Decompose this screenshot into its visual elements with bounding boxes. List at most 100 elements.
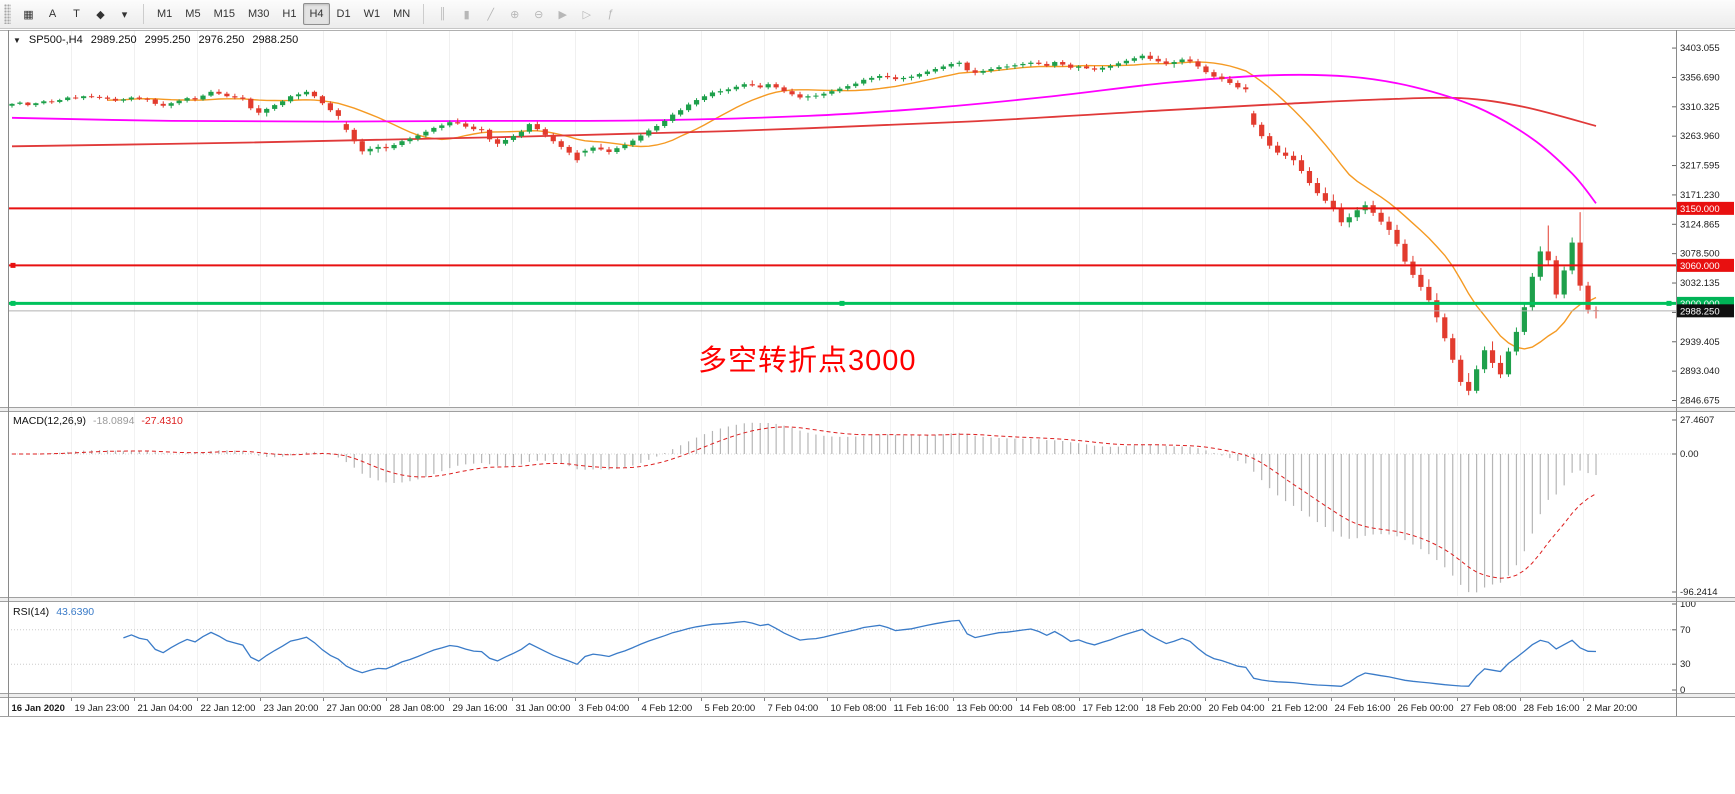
- time-axis-label: 13 Feb 00:00: [957, 703, 1013, 714]
- time-axis-label: 17 Feb 12:00: [1083, 703, 1139, 714]
- main-chart-panel[interactable]: [8, 31, 1676, 406]
- rsi-indicator-label: RSI(14) 43.6390: [13, 606, 94, 618]
- auto-scroll-icon[interactable]: ▶: [551, 3, 574, 25]
- price-axis-label: 3310.325: [1680, 102, 1720, 113]
- price-axis-label: 3263.960: [1680, 131, 1720, 142]
- price-tag: [1677, 201, 1734, 215]
- time-axis-label: 2 Mar 20:00: [1587, 703, 1638, 714]
- rsi-name: RSI(14): [13, 606, 50, 618]
- time-axis-label: 5 Feb 20:00: [705, 703, 756, 714]
- time-axis-label: 4 Feb 12:00: [642, 703, 693, 714]
- rsi-line: [123, 619, 1597, 687]
- timeframe-button-mn[interactable]: MN: [387, 3, 416, 25]
- chart-shift-icon[interactable]: ▷: [575, 3, 598, 25]
- time-axis-label: 27 Feb 08:00: [1461, 703, 1517, 714]
- timeframe-button-m5[interactable]: M5: [179, 3, 206, 25]
- open-value: 2989.250: [90, 34, 137, 46]
- time-axis-label: 29 Jan 16:00: [453, 703, 508, 714]
- zoom-out-icon[interactable]: ⊖: [527, 3, 550, 25]
- time-axis-label: 26 Feb 00:00: [1398, 703, 1454, 714]
- time-axis-label: 31 Jan 00:00: [516, 703, 571, 714]
- toolbar-separator: [143, 4, 144, 24]
- timeframe-group: M1 M5 M15 M30 H1 H4 D1 W1 MN: [151, 3, 416, 25]
- zoom-in-icon[interactable]: ⊕: [503, 3, 526, 25]
- line-handle-right[interactable]: [1666, 300, 1672, 306]
- time-axis-label: 21 Feb 12:00: [1272, 703, 1328, 714]
- macd-signal-value: -27.4310: [141, 415, 183, 427]
- price-axis-label: 3217.595: [1680, 161, 1720, 172]
- high-value: 2995.250: [144, 34, 191, 46]
- time-axis-label: 14 Feb 08:00: [1020, 703, 1076, 714]
- time-axis-label: 16 Jan 2020: [12, 703, 65, 714]
- templates-icon[interactable]: ▦: [17, 3, 40, 25]
- ma-mid-line: [11, 73, 1597, 204]
- rsi-panel[interactable]: [8, 602, 1676, 692]
- macd-panel[interactable]: [8, 412, 1676, 596]
- timeframe-button-m15[interactable]: M15: [208, 3, 241, 25]
- chart-annotation[interactable]: 多空转折点3000: [698, 345, 917, 377]
- time-axis-label: 24 Feb 16:00: [1335, 703, 1391, 714]
- collapse-icon[interactable]: ▼: [13, 35, 21, 45]
- timeframe-button-m30[interactable]: M30: [242, 3, 275, 25]
- indicators-icon[interactable]: ƒ: [599, 3, 622, 25]
- line-handle-left[interactable]: [10, 262, 16, 268]
- time-axis-label: 7 Feb 04:00: [768, 703, 819, 714]
- price-tag: [1677, 258, 1734, 272]
- main-toolbar: ▦ A T ◆ ▾ M1 M5 M15 M30 H1 H4 D1 W1 MN ║ ▮ ╱ ⊕ ⊖ ▶ ▷ ƒ: [0, 0, 1735, 29]
- price-axis-label: 3356.690: [1680, 72, 1720, 83]
- time-axis-label: 28 Feb 16:00: [1524, 703, 1580, 714]
- low-value: 2976.250: [198, 34, 245, 46]
- rsi-axis-label: 0: [1680, 685, 1685, 696]
- macd-axis-label: 27.4607: [1680, 415, 1714, 426]
- candlesticks: [9, 51, 1599, 396]
- text-icon[interactable]: T: [65, 3, 88, 25]
- timeframe-button-h4[interactable]: H4: [303, 3, 330, 25]
- time-axis-label: 10 Feb 08:00: [831, 703, 887, 714]
- time-axis-label: 3 Feb 04:00: [579, 703, 630, 714]
- timeframe-button-w1[interactable]: W1: [358, 3, 387, 25]
- time-axis-label: 27 Jan 00:00: [327, 703, 382, 714]
- timeframe-button-m1[interactable]: M1: [151, 3, 178, 25]
- price-tag-label: 3150.000: [1680, 204, 1720, 215]
- chart-ohlc-header: ▼ SP500-,H4 2989.250 2995.250 2976.250 2…: [13, 34, 298, 46]
- rsi-axis-label: 100: [1680, 599, 1696, 610]
- candlestick-chart-icon[interactable]: ▮: [455, 3, 478, 25]
- time-axis-label: 18 Feb 20:00: [1146, 703, 1202, 714]
- price-axis-label: 3124.865: [1680, 219, 1720, 230]
- chart-tools-group: ║ ▮ ╱ ⊕ ⊖ ▶ ▷ ƒ: [431, 3, 622, 25]
- macd-signal-line: [12, 426, 1597, 579]
- price-axis-label: 3078.500: [1680, 249, 1720, 260]
- rsi-axis-label: 30: [1680, 659, 1691, 670]
- price-axis[interactable]: 3403.055 3356.690 3310.325 3263.960 3217.595…: [1672, 43, 1734, 696]
- rsi-value: 43.6390: [56, 606, 95, 618]
- price-axis-label: 3171.230: [1680, 190, 1720, 201]
- macd-histogram: [19, 422, 1597, 593]
- macd-main-value: -18.0894: [92, 415, 135, 427]
- time-axis-label: 21 Jan 04:00: [138, 703, 193, 714]
- symbol-period-label: SP500-,H4: [28, 34, 83, 46]
- line-chart-icon[interactable]: ╱: [479, 3, 502, 25]
- timeframe-button-d1[interactable]: D1: [331, 3, 357, 25]
- drawing-tools-group: ▦ A T ◆ ▾: [17, 3, 136, 25]
- shapes-dropdown-icon[interactable]: ▾: [113, 3, 136, 25]
- bar-chart-icon[interactable]: ║: [431, 3, 454, 25]
- timeframe-button-h1[interactable]: H1: [276, 3, 302, 25]
- macd-axis-label: -96.2414: [1680, 587, 1718, 598]
- cursor-icon[interactable]: A: [41, 3, 64, 25]
- price-tag-label: 3060.000: [1680, 261, 1720, 272]
- time-axis-label: 23 Jan 20:00: [264, 703, 319, 714]
- price-axis-label: 3403.055: [1680, 43, 1720, 54]
- time-axis-label: 20 Feb 04:00: [1209, 703, 1265, 714]
- price-tag: [1677, 304, 1734, 318]
- line-handle-left[interactable]: [10, 300, 16, 306]
- shapes-icon[interactable]: ◆: [89, 3, 112, 25]
- time-axis[interactable]: 16 Jan 2020 19 Jan 23:00 21 Jan 04:00 22 Ja…: [8, 698, 1638, 714]
- price-axis-label: 2846.675: [1680, 396, 1720, 407]
- line-handle-center[interactable]: [839, 300, 845, 306]
- rsi-axis-label: 70: [1680, 625, 1691, 636]
- time-axis-label: 22 Jan 12:00: [201, 703, 256, 714]
- toolbar-grip[interactable]: [4, 4, 11, 24]
- price-tag-label: 2988.250: [1680, 306, 1720, 317]
